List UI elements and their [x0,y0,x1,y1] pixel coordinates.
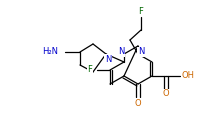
Text: N: N [105,55,111,63]
Text: OH: OH [181,71,194,81]
Text: O: O [163,90,169,98]
Text: N: N [138,47,144,56]
Text: H₂N: H₂N [42,47,58,56]
Text: F: F [139,6,143,15]
Text: N: N [118,47,124,56]
Text: O: O [135,98,141,107]
Text: F: F [88,66,92,75]
